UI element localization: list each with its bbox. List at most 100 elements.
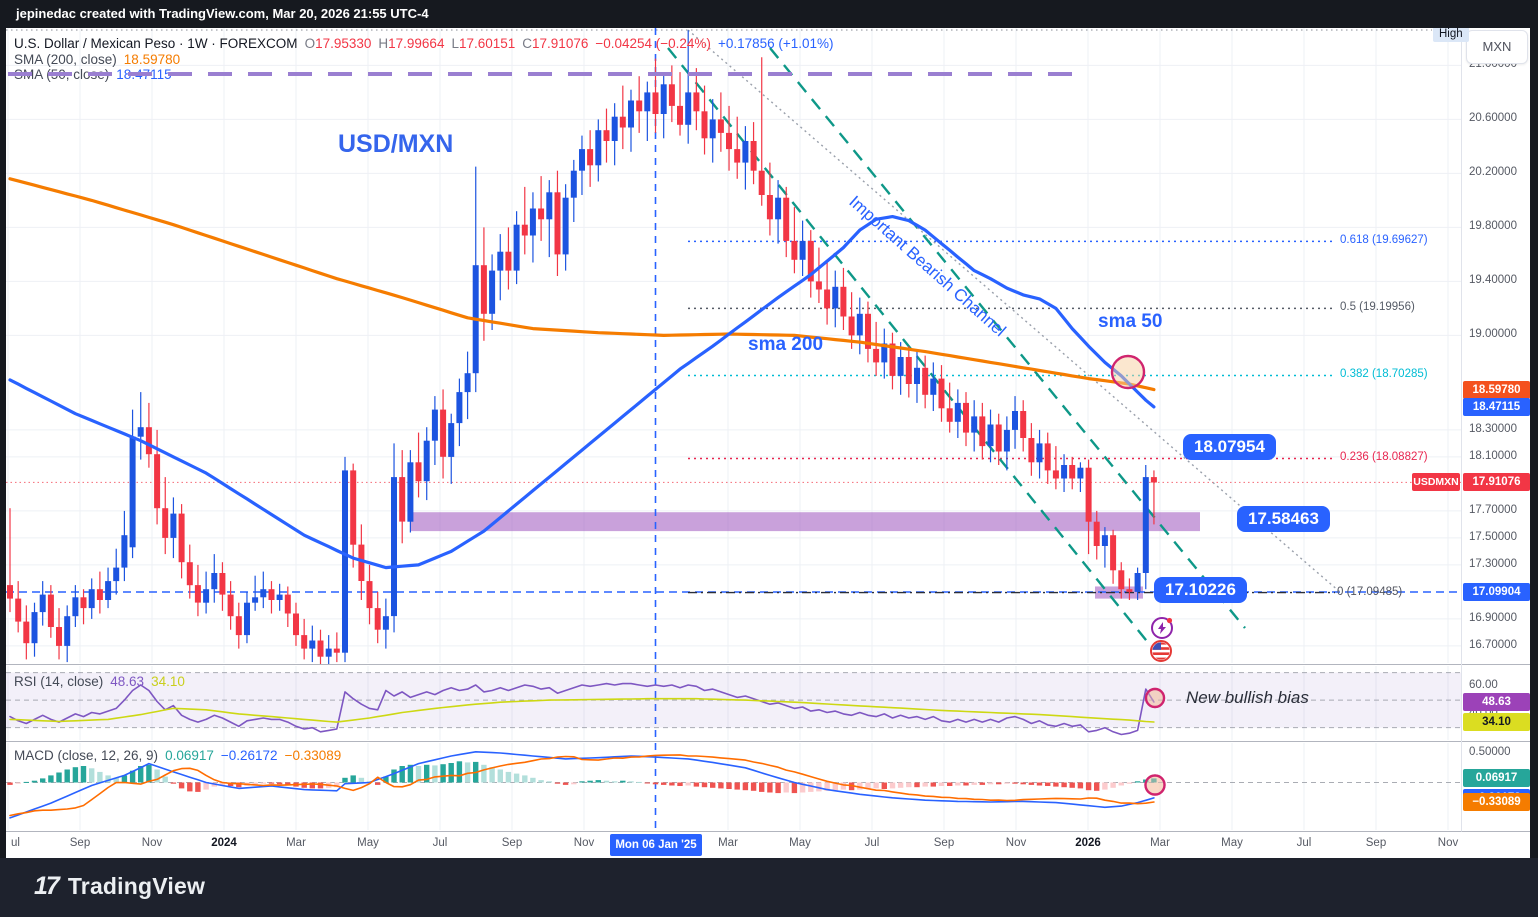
high-value: 17.99664: [388, 36, 445, 51]
tradingview-logo-text: TradingView: [67, 873, 206, 899]
price-badge: 17.09904: [1463, 582, 1530, 601]
title-text: jepinedac created with TradingView.com, …: [16, 6, 429, 21]
macd-badge: 0.06917: [1463, 769, 1530, 788]
tradingview-logo-icon: 17: [34, 872, 60, 900]
sma200-value: 18.59780: [123, 52, 181, 67]
macd-histogram: [7, 761, 1157, 794]
price-tick: 20.60000: [1469, 112, 1517, 125]
open-label: O: [304, 36, 316, 51]
time-tick[interactable]: Sep: [501, 837, 523, 849]
date-marker-text: Mon 06 Jan '25: [615, 839, 697, 851]
macd-label: MACD (close, 12, 26, 9): [14, 748, 159, 763]
lightning-icon[interactable]: [1151, 617, 1173, 639]
title-bar: jepinedac created with TradingView.com, …: [0, 0, 1538, 28]
rsi-tick: 60.00: [1469, 679, 1498, 692]
low-value: 17.60151: [458, 36, 516, 51]
price-tick: 16.70000: [1469, 638, 1517, 651]
sma200-legend[interactable]: SMA (200, close) 18.59780: [14, 52, 180, 67]
price-tick: 16.90000: [1469, 611, 1517, 624]
rsi-line: [9, 682, 1155, 736]
time-tick[interactable]: Sep: [1365, 837, 1387, 849]
channel-line: [769, 47, 1246, 629]
rsi-ma-line: [9, 697, 1155, 723]
currency-button[interactable]: MXN: [1466, 30, 1528, 64]
time-tick[interactable]: Sep: [69, 837, 91, 849]
price-tag[interactable]: 18.07954: [1183, 434, 1276, 460]
sma200-annotation[interactable]: sma 200: [748, 334, 824, 355]
macd-signal-value: −0.33089: [284, 748, 342, 763]
symbol-name: U.S. Dollar / Mexican Peso · 1W · FOREXC…: [14, 36, 298, 51]
macd-legend[interactable]: MACD (close, 12, 26, 9) 0.06917 −0.26172…: [14, 748, 341, 763]
time-tick[interactable]: 2024: [211, 837, 237, 849]
sma50-line: [8, 215, 1156, 570]
sma200-label: SMA (200, close): [14, 52, 117, 67]
price-badge: 17.91076: [1463, 473, 1530, 492]
macd-signal-line: [9, 754, 1155, 817]
price-tag[interactable]: 17.58463: [1237, 506, 1330, 532]
time-tick[interactable]: Jul: [432, 837, 448, 849]
open-value: 17.95330: [315, 36, 372, 51]
time-tick[interactable]: Mar: [718, 837, 738, 849]
us-flag-icon[interactable]: [1150, 640, 1172, 662]
time-tick[interactable]: Sep: [933, 837, 955, 849]
close-value: 17.91076: [532, 36, 589, 51]
time-tick[interactable]: Mar: [1150, 837, 1170, 849]
highlight-circle: [1144, 687, 1166, 709]
price-tick: 17.70000: [1469, 503, 1517, 516]
pair-annotation[interactable]: USD/MXN: [338, 130, 454, 158]
low-label: L: [451, 36, 459, 51]
price-tick: 18.30000: [1469, 422, 1517, 435]
rsi-ma-value: 34.10: [151, 674, 185, 689]
symbol-legend[interactable]: U.S. Dollar / Mexican Peso · 1W · FOREXC…: [14, 36, 834, 51]
time-tick[interactable]: Jul: [1296, 837, 1312, 849]
rsi-value: 48.63: [110, 674, 145, 689]
time-tick[interactable]: Nov: [141, 837, 163, 849]
footer-bar: 17 TradingView: [0, 858, 1538, 917]
close-label: C: [522, 36, 533, 51]
fib-label: 0 (17.09485): [1337, 585, 1403, 598]
time-tick[interactable]: Jul: [864, 837, 880, 849]
fib-label: 0.618 (19.69627): [1340, 234, 1428, 247]
price-badge: 18.59780: [1463, 380, 1530, 399]
rsi-label: RSI (14, close): [14, 674, 104, 689]
price-tick: 19.40000: [1469, 274, 1517, 287]
bullish-annotation[interactable]: New bullish bias: [1186, 688, 1309, 707]
macd-line: [9, 750, 1155, 819]
price-pane[interactable]: [6, 28, 1461, 664]
time-tick[interactable]: Nov: [573, 837, 595, 849]
left-frame: [0, 28, 6, 858]
highlight-circle-price[interactable]: [1110, 354, 1146, 390]
time-tick[interactable]: May: [357, 837, 379, 849]
time-tick[interactable]: Nov: [1005, 837, 1027, 849]
rsi-legend[interactable]: RSI (14, close) 48.63 34.10: [14, 674, 185, 689]
price-badge: 18.47115: [1463, 397, 1530, 416]
fib-label: 0.236 (18.08827): [1340, 451, 1428, 464]
rsi-badge: 34.10: [1463, 713, 1530, 731]
price-tick: 18.10000: [1469, 449, 1517, 462]
macd-hist-value: 0.06917: [165, 748, 214, 763]
sma50-annotation[interactable]: sma 50: [1098, 311, 1163, 332]
sma200-line: [8, 177, 1156, 392]
purple-dashed-level[interactable]: [8, 72, 1084, 76]
time-tick[interactable]: May: [789, 837, 811, 849]
high-marker-label: High: [1433, 26, 1469, 42]
date-marker-badge[interactable]: Mon 06 Jan '25: [610, 834, 702, 856]
price-tick: 19.80000: [1469, 220, 1517, 233]
symbol-price-badge: USDMXN: [1412, 473, 1460, 492]
price-tick: 19.00000: [1469, 328, 1517, 341]
time-tick[interactable]: May: [1221, 837, 1243, 849]
time-tick[interactable]: 2026: [1075, 837, 1101, 849]
fib-label: 0.382 (18.70285): [1340, 368, 1428, 381]
price-tick: 20.20000: [1469, 166, 1517, 179]
change-value: −0.04254 (−0.24%): [595, 36, 711, 51]
time-tick[interactable]: Nov: [1437, 837, 1459, 849]
price-tick: 17.30000: [1469, 557, 1517, 570]
price-tick: 17.50000: [1469, 530, 1517, 543]
macd-badge: −0.33089: [1463, 793, 1530, 812]
price-tag[interactable]: 17.10226: [1154, 577, 1247, 603]
time-tick[interactable]: ul: [11, 837, 20, 849]
tradingview-logo[interactable]: 17 TradingView: [34, 872, 205, 901]
time-tick[interactable]: Mar: [286, 837, 306, 849]
